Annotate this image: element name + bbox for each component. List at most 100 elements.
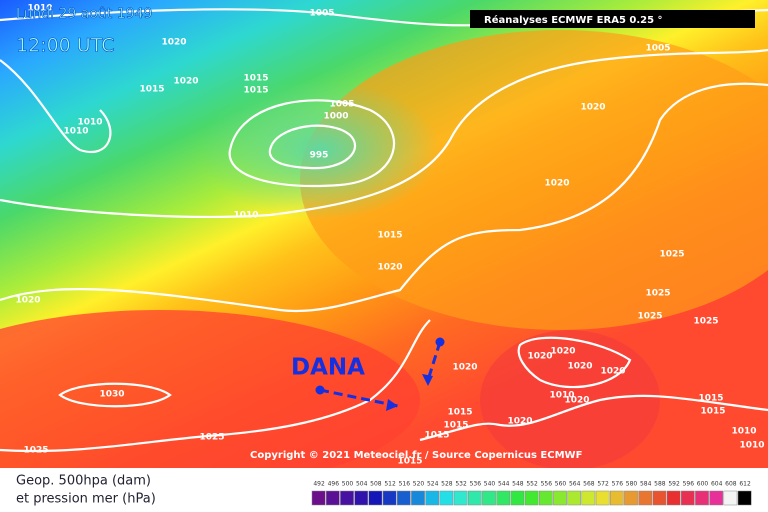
legend-line: Geop. 500hpa (dam) <box>16 474 151 489</box>
scale-label: 584 <box>640 481 652 488</box>
scale-cell <box>368 490 383 506</box>
scale-cell <box>411 490 425 506</box>
scale-label: 588 <box>654 481 666 488</box>
isobar-label: 1020 <box>567 362 592 372</box>
scale-label: 564 <box>569 481 581 488</box>
scale-cell <box>553 490 567 506</box>
scale-cell <box>510 490 525 506</box>
isobar-label: 1005 <box>329 100 354 110</box>
isobar-label: 1020 <box>580 103 605 113</box>
isobar-label: 1030 <box>99 390 124 400</box>
scale-label: 556 <box>541 481 553 488</box>
scale-cell <box>723 490 738 506</box>
scale-label: 548 <box>512 481 524 488</box>
scale-cell <box>695 490 709 506</box>
isobar-label: 1005 <box>645 44 670 54</box>
scale-cell <box>680 490 695 506</box>
scale-label: 600 <box>697 481 709 488</box>
arrow-head <box>422 374 433 386</box>
date: Lundi 29 août 1949 <box>16 6 152 22</box>
isobar-label: 1000 <box>323 112 348 122</box>
isobar-label: 1010 <box>739 441 764 451</box>
scale-label: 528 <box>441 481 453 488</box>
isobar-label: 1010 <box>731 427 756 437</box>
scale-cell <box>340 490 354 506</box>
color-scale: 492 496 500 504 508 512 516 520 524 528 532 536 540 5… <box>311 481 752 506</box>
scale-label: 540 <box>484 481 496 488</box>
scale-cell <box>496 490 511 506</box>
isobar <box>0 48 768 218</box>
isobar-label: 1020 <box>527 352 552 362</box>
scale-label: 568 <box>583 481 595 488</box>
scale-label: 508 <box>370 481 382 488</box>
isobar-label: 1015 <box>698 394 723 404</box>
isobar-label: 1020 <box>15 296 40 306</box>
arrows <box>319 341 442 408</box>
scale-cell <box>538 490 553 506</box>
scale-cell <box>624 490 638 506</box>
isobar-label: 995 <box>310 151 329 161</box>
isobar <box>419 394 768 442</box>
isobar-label: 1015 <box>443 421 468 431</box>
scale-label: 532 <box>455 481 467 488</box>
time: 12:00 UTC <box>16 35 114 57</box>
isobar-label: 1005 <box>309 9 334 19</box>
isobar-label: 1015 <box>139 85 164 95</box>
scale-cell <box>524 490 539 506</box>
scale-cell <box>382 490 397 506</box>
scale-label: 516 <box>399 481 411 488</box>
isobar-label: 1015 <box>377 231 402 241</box>
scale-label: 592 <box>668 481 680 488</box>
scale-label: 608 <box>725 481 737 488</box>
isobar-label: 1025 <box>23 446 48 456</box>
copyright: Copyright © 2021 Meteociel.fr / Source C… <box>250 450 582 461</box>
scale-cell <box>439 490 454 506</box>
scale-cell <box>581 490 596 506</box>
isobar-label: 1010 <box>77 118 102 128</box>
scale-cell <box>666 490 681 506</box>
arrow-start <box>435 337 445 347</box>
arrow <box>426 341 442 381</box>
isobar-label: 1010 <box>233 211 258 221</box>
isobar-label: 1015 <box>700 407 725 417</box>
scale-label: 492 <box>313 481 325 488</box>
scale-cell <box>325 490 340 506</box>
scale-label: 520 <box>413 481 425 488</box>
arrow-head <box>386 399 398 411</box>
hot-area <box>0 310 420 490</box>
scale-cell <box>396 490 411 506</box>
isobar-label: 1025 <box>199 433 224 443</box>
scale-cell <box>425 490 440 506</box>
source-box <box>470 10 755 28</box>
scale-cell <box>311 490 326 506</box>
scale-cell <box>482 490 496 506</box>
isobar <box>0 319 431 453</box>
scale-label: 504 <box>356 481 368 488</box>
isobar-label: 1015 <box>397 457 422 467</box>
arrow-start <box>315 385 325 395</box>
warm-area <box>300 30 768 330</box>
isobar-label: 1020 <box>600 367 625 377</box>
scale-label: 512 <box>384 481 396 488</box>
isobar <box>0 59 112 153</box>
isobar-label: 1020 <box>161 38 186 48</box>
scale-cell <box>737 490 752 506</box>
scale-label: 544 <box>498 481 510 488</box>
scale-cell <box>638 490 653 506</box>
isobar-label: 1015 <box>243 86 268 96</box>
isobar-label: 1010 <box>63 127 88 137</box>
isobar-label: 1025 <box>659 250 684 260</box>
isobar <box>517 336 632 389</box>
scale-cell <box>467 490 482 506</box>
isobar-label: 1020 <box>377 263 402 273</box>
isobar <box>58 382 172 408</box>
isobar-label: 1020 <box>544 179 569 189</box>
scale-label: 560 <box>555 481 567 488</box>
isobar-label: 1025 <box>645 289 670 299</box>
scale-cell <box>609 490 624 506</box>
scale-label: 524 <box>427 481 439 488</box>
isobar-label: 1010 <box>549 391 574 401</box>
isobar-labels: 1010 100510201020101510151015101010101005… <box>15 4 764 467</box>
isobar-label: 1015 <box>447 408 472 418</box>
